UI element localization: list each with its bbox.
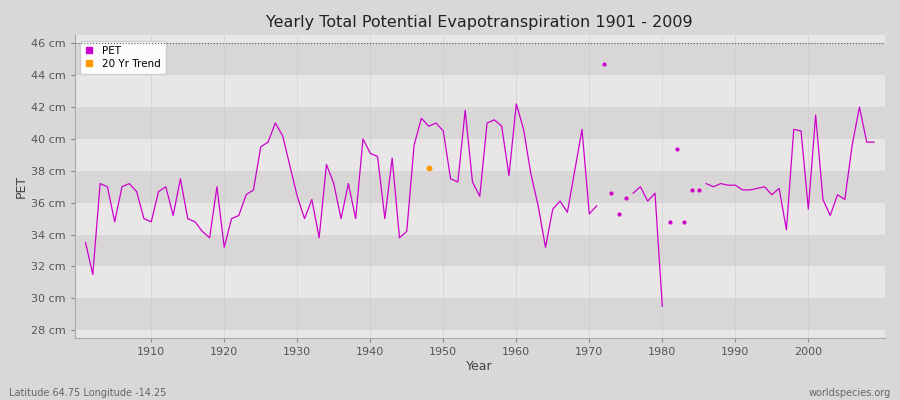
Point [421, 164, 436, 171]
X-axis label: Year: Year [466, 360, 493, 373]
Bar [75, 43, 885, 75]
Text: Latitude 64.75 Longitude -14.25: Latitude 64.75 Longitude -14.25 [9, 388, 166, 398]
Bar [75, 171, 885, 203]
Bar [75, 298, 885, 330]
Y-axis label: PET: PET [15, 175, 28, 198]
Point [677, 219, 691, 225]
Point [611, 211, 625, 217]
Point [618, 195, 633, 201]
Point [670, 145, 684, 152]
Text: worldspecies.org: worldspecies.org [809, 388, 891, 398]
Point [684, 187, 698, 193]
Bar [75, 107, 885, 139]
Title: Yearly Total Potential Evapotranspiration 1901 - 2009: Yearly Total Potential Evapotranspiratio… [266, 15, 693, 30]
Point [691, 187, 706, 193]
Point [604, 190, 618, 196]
Bar [75, 234, 885, 266]
Point [662, 219, 677, 225]
Legend: PET, 20 Yr Trend: PET, 20 Yr Trend [80, 40, 166, 74]
Point [597, 61, 611, 67]
